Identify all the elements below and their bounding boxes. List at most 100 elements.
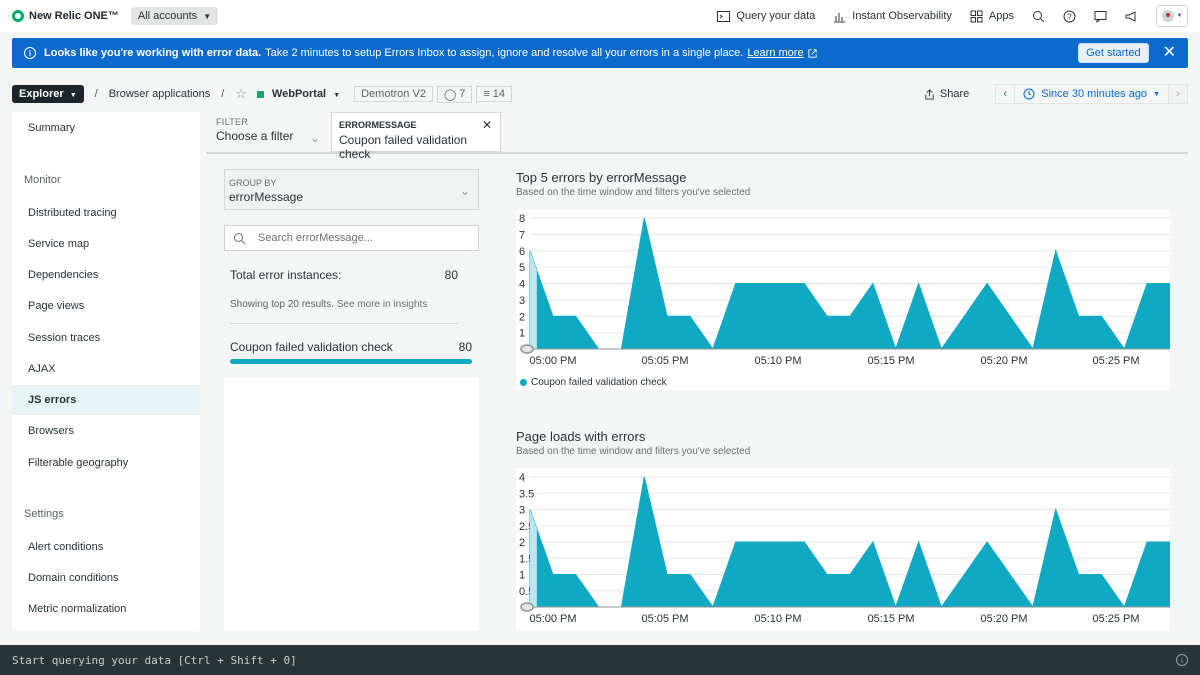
x-tick-label: 05:10 PM (754, 613, 801, 625)
filter-chip[interactable]: ERRORMESSAGE Coupon failed validation ch… (331, 112, 501, 161)
learn-more-link[interactable]: Learn more (747, 47, 804, 59)
sidebar-item-dependencies[interactable]: Dependencies (28, 269, 99, 281)
new-relic-logo-icon (12, 10, 24, 22)
search-icon (234, 232, 246, 244)
app-name-selector[interactable]: WebPortal ▼ (272, 88, 340, 100)
filter-bar: FILTER Choose a filter ⌄ ERRORMESSAGE Co… (206, 112, 1188, 161)
list-item-label: Coupon failed validation check (230, 340, 393, 354)
page-loads-chart: 0.5 1 1.5 2 2.5 3 3.5 4 05:00 PM 05:05 PM 05:10 PM… (516, 468, 1171, 631)
sidebar-item-page-views[interactable]: Page views (28, 300, 85, 312)
search-box (224, 225, 479, 251)
list-item[interactable]: Coupon failed validation check 80 (230, 340, 472, 354)
related-entities-count[interactable]: ≡ 14 (476, 86, 513, 102)
remove-filter-close-icon[interactable]: ✕ (481, 118, 492, 132)
x-tick-label: 05:25 PM (1092, 355, 1139, 367)
y-tick-label: 2 (519, 537, 525, 549)
breadcrumb-browser-applications[interactable]: Browser applications (108, 88, 211, 100)
user-menu-button[interactable]: ▼ (1156, 5, 1188, 27)
time-forward-chevron-icon[interactable]: › (1169, 85, 1187, 103)
search-icon[interactable] (1032, 10, 1045, 23)
chevron-down-icon: ▼ (69, 92, 77, 99)
health-status-indicator (256, 90, 264, 98)
external-link-icon (807, 48, 817, 58)
results-note-text: Showing top 20 results. (230, 299, 334, 310)
apps-grid-icon (970, 10, 983, 22)
get-started-button[interactable]: Get started (1078, 43, 1149, 63)
time-range-label: Since 30 minutes ago (1041, 88, 1148, 100)
banner-text: Take 2 minutes to setup Errors Inbox to … (265, 47, 744, 59)
partial-bucket-area (530, 250, 537, 349)
info-icon: i (24, 47, 36, 59)
query-bar-prompt: Start querying your data [Ctrl + Shift +… (12, 653, 297, 667)
time-back-chevron-icon[interactable]: ‹ (1003, 88, 1008, 100)
series-area-0 (529, 476, 1171, 609)
x-tick-label: 05:00 PM (529, 613, 576, 625)
sidebar-item-session-traces[interactable]: Session traces (28, 332, 101, 344)
account-selector[interactable]: All accounts ▼ (130, 7, 219, 25)
apps-link[interactable]: Apps (970, 10, 1014, 23)
instant-observability-label: Instant Observability (852, 10, 952, 22)
account-tag[interactable]: Demotron V2 (354, 86, 433, 102)
list-item-bar-fill (230, 359, 472, 364)
y-tick-label: 4 (519, 472, 525, 484)
y-tick-label: 5 (519, 262, 525, 274)
instant-observability-link[interactable]: Instant Observability (833, 10, 952, 23)
see-more-in-insights-link[interactable]: See more in insights (336, 299, 428, 310)
legend-swatch (520, 379, 527, 386)
tags-count[interactable]: ◯ 7 (436, 85, 473, 103)
sidebar-item-js-errors[interactable]: JS errors (28, 394, 77, 406)
filter-dropdown[interactable]: FILTER Choose a filter ⌄ (216, 117, 320, 151)
help-icon[interactable]: ? (1063, 10, 1076, 23)
feedback-icon[interactable] (1094, 10, 1107, 23)
legend-label[interactable]: Coupon failed validation check (531, 377, 667, 388)
x-tick-label: 05:15 PM (867, 355, 914, 367)
explorer-label: Explorer (19, 88, 64, 100)
sidebar-item-ajax[interactable]: AJAX (28, 363, 56, 375)
x-tick-label: 05:15 PM (867, 613, 914, 625)
sidebar-item-metric-normalization[interactable]: Metric normalization (28, 603, 127, 615)
new-relic-logo[interactable]: New Relic ONE™ (12, 10, 119, 22)
y-tick-label: 6 (519, 246, 525, 258)
sidebar-item-alert-conditions[interactable]: Alert conditions (28, 541, 104, 553)
breadcrumb: Explorer ▼ / Browser applications / ☆ We… (12, 84, 1188, 104)
close-icon[interactable]: ✕ (1162, 44, 1176, 61)
query-your-data-link[interactable]: Query your data (717, 10, 815, 23)
x-tick-label: 05:05 PM (641, 613, 688, 625)
sidebar-item-browsers[interactable]: Browsers (28, 425, 74, 437)
app-name-label: WebPortal (271, 88, 327, 100)
range-handle (520, 602, 534, 612)
share-button[interactable]: Share (924, 88, 969, 100)
y-tick-label: 4 (519, 279, 525, 291)
top-errors-chart-svg: 1 2 3 4 5 6 7 8 05:00 PM 05:05 PM 05:10 PM 05:15 PM… (519, 213, 1171, 367)
brand-name: New Relic ONE™ (29, 10, 119, 22)
group-by-dropdown[interactable]: GROUP BY errorMessage ⌄ (224, 169, 479, 210)
chevron-down-icon: ▼ (1153, 90, 1160, 98)
share-icon (925, 88, 934, 100)
sidebar-item-distributed-tracing[interactable]: Distributed tracing (28, 207, 117, 219)
breadcrumb-separator: / (94, 88, 98, 100)
group-by-label: GROUP BY (229, 178, 277, 188)
sidebar-item-domain-conditions[interactable]: Domain conditions (28, 572, 119, 584)
y-tick-label: 7 (519, 229, 525, 241)
explorer-button[interactable]: Explorer ▼ (12, 85, 84, 103)
stack-icon: ≡ (483, 88, 490, 100)
sidebar-item-service-map[interactable]: Service map (28, 238, 90, 250)
range-handle (520, 344, 534, 354)
search-input[interactable] (258, 232, 458, 244)
info-icon[interactable]: i (1176, 654, 1188, 666)
time-range-selector[interactable]: Since 30 minutes ago ▼ (1014, 85, 1169, 103)
related-entities-count-label: 14 (492, 88, 506, 100)
terminal-icon (717, 10, 731, 22)
sidebar-item-filterable-geography[interactable]: Filterable geography (28, 457, 129, 469)
x-tick-label: 05:20 PM (980, 355, 1027, 367)
filter-label: FILTER (216, 117, 249, 127)
clock-icon (1023, 88, 1035, 100)
series-area-0 (529, 217, 1171, 351)
group-by-value: errorMessage (229, 190, 304, 204)
query-bar[interactable]: Start querying your data [Ctrl + Shift +… (0, 645, 1200, 675)
total-label: Total error instances: (230, 268, 342, 282)
megaphone-icon[interactable] (1125, 10, 1138, 23)
sidebar-item-summary[interactable]: Summary (28, 122, 76, 134)
favorite-star-icon[interactable]: ☆ (235, 86, 247, 101)
